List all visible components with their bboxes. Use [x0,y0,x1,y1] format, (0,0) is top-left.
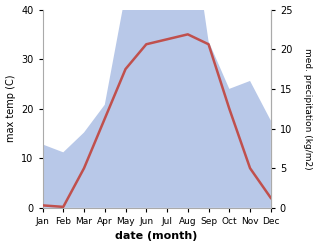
X-axis label: date (month): date (month) [115,231,198,242]
Y-axis label: max temp (C): max temp (C) [5,75,16,143]
Y-axis label: med. precipitation (kg/m2): med. precipitation (kg/m2) [303,48,313,169]
